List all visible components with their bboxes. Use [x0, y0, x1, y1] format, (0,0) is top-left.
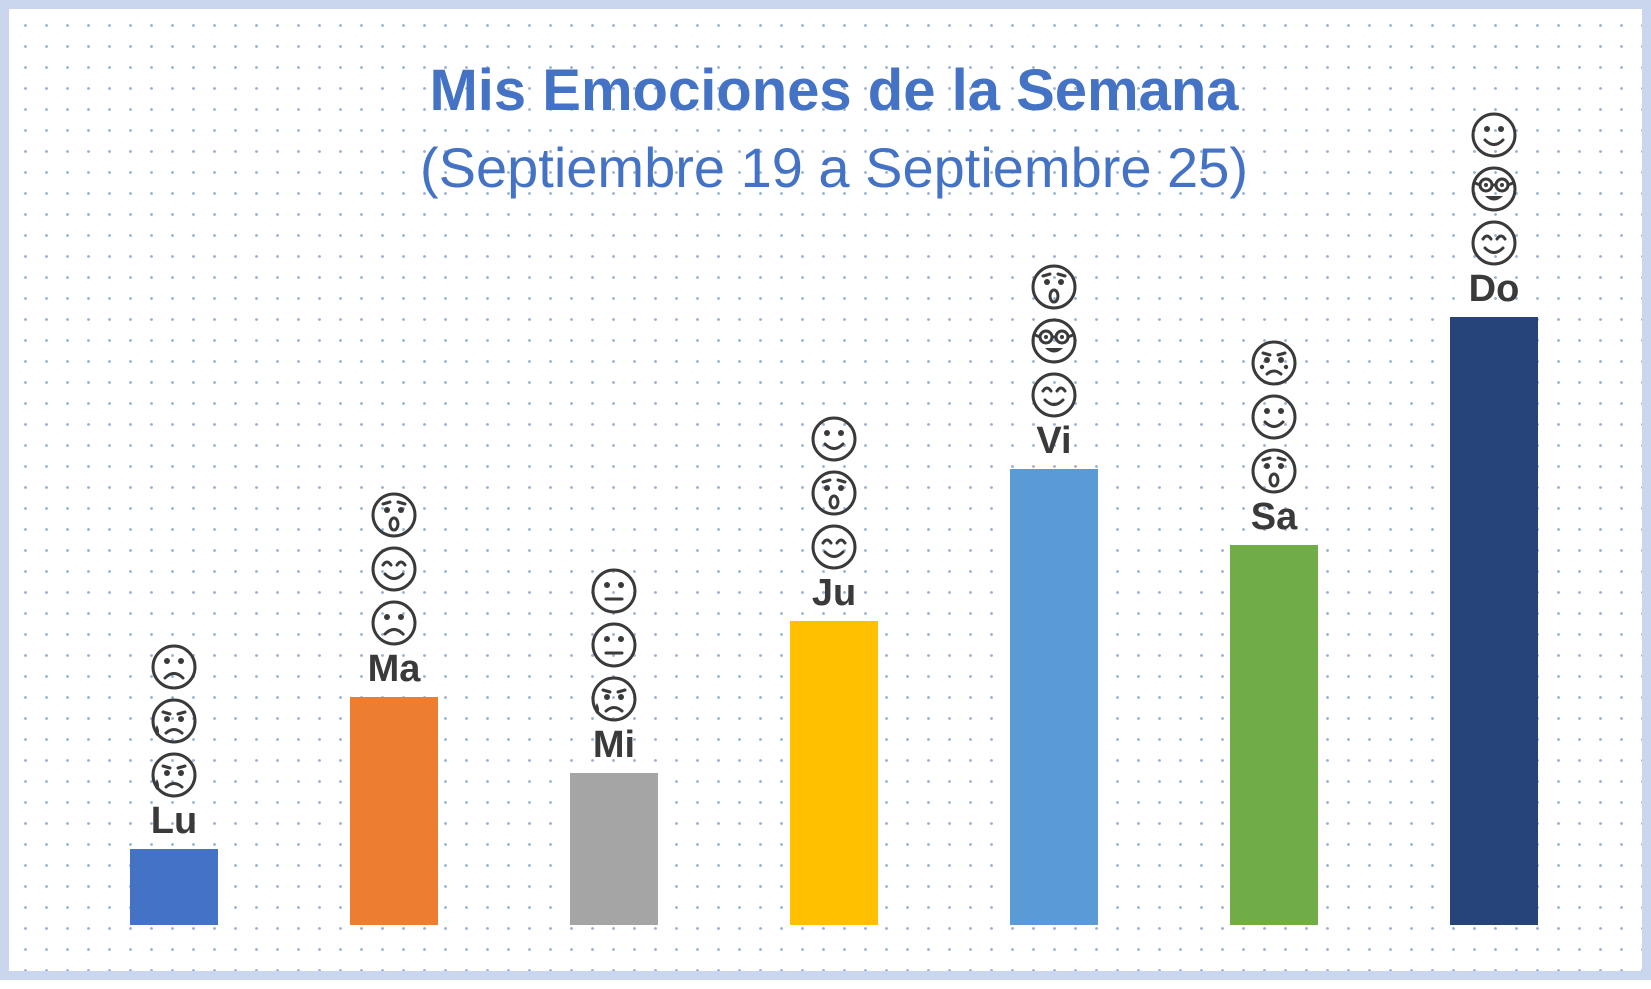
day-label-vi: Vi — [1036, 420, 1071, 462]
surprised-face-icon — [371, 492, 417, 538]
bar-sa — [1230, 545, 1318, 925]
chart-canvas: Mis Emociones de la Semana (Septiembre 1… — [130, 58, 1538, 925]
surprised-face-icon — [811, 470, 857, 516]
sad-face-icon — [371, 600, 417, 646]
nerd-face-icon — [1031, 318, 1077, 364]
bar-ma — [350, 697, 438, 925]
surprised-face-icon — [1251, 448, 1297, 494]
day-label-do: Do — [1469, 268, 1520, 310]
crying-face-icon — [151, 698, 197, 744]
smiling-eyes-face-icon — [1471, 220, 1517, 266]
surprised-face-icon — [1031, 264, 1077, 310]
day-label-sa: Sa — [1251, 496, 1298, 538]
bar-do — [1450, 317, 1538, 925]
bars-layer: Lu Ma Mi Ju Vi Sa Do — [130, 112, 1538, 925]
bar-ju — [790, 621, 878, 925]
worried-face-icon — [1251, 340, 1297, 386]
chart-title: Mis Emociones de la Semana — [429, 58, 1239, 123]
smiling-eyes-face-icon — [371, 546, 417, 592]
day-label-ma: Ma — [368, 648, 422, 690]
chart-subtitle: (Septiembre 19 a Septiembre 25) — [420, 136, 1248, 199]
crying-face-icon — [151, 752, 197, 798]
happy-face-icon — [1471, 112, 1517, 158]
happy-face-icon — [811, 416, 857, 462]
nerd-face-icon — [1471, 166, 1517, 212]
day-label-lu: Lu — [151, 800, 197, 842]
happy-face-icon — [1251, 394, 1297, 440]
crying-face-icon — [591, 676, 637, 722]
neutral-face-icon — [591, 568, 637, 614]
bar-vi — [1010, 469, 1098, 925]
sad-face-icon — [151, 644, 197, 690]
smiling-eyes-face-icon — [1031, 372, 1077, 418]
bar-mi — [570, 773, 658, 925]
day-label-ju: Ju — [812, 572, 856, 614]
day-label-mi: Mi — [593, 724, 635, 766]
smiling-eyes-face-icon — [811, 524, 857, 570]
bar-lu — [130, 849, 218, 925]
neutral-face-icon — [591, 622, 637, 668]
